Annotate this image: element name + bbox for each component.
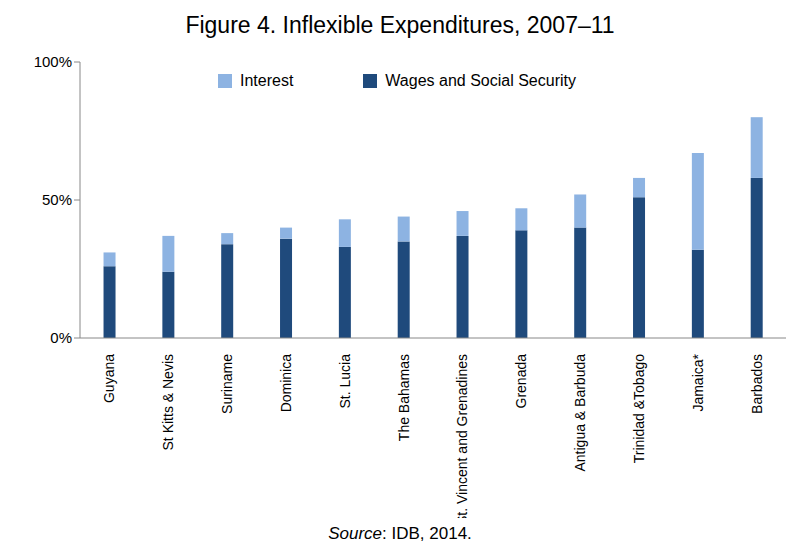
svg-text:Antigua & Barbuda: Antigua & Barbuda	[572, 354, 588, 472]
html-text:Source: IDB, 2014.: Source: IDB, 2014.	[328, 524, 472, 543]
svg-text:Barbados: Barbados	[749, 354, 765, 414]
svg-text:Suriname: Suriname	[219, 354, 235, 414]
svg-text:Grenada: Grenada	[513, 354, 529, 409]
svg-text:Trinidad &Tobago: Trinidad &Tobago	[631, 354, 647, 463]
html-text:Figure 4. Inflexible Expenditu: Figure 4. Inflexible Expenditures, 2007–…	[185, 12, 615, 38]
html-text:Interest: Interest	[240, 72, 294, 89]
svg-text:St Kitts & Nevis: St Kitts & Nevis	[160, 354, 176, 450]
svg-text:0%: 0%	[50, 329, 72, 346]
svg-text:100%: 100%	[34, 53, 72, 70]
svg-text:Jamaica*: Jamaica*	[690, 353, 706, 411]
svg-text:Guyana: Guyana	[101, 354, 117, 403]
svg-text:Dominica: Dominica	[278, 354, 294, 413]
svg-text:St. Vincent and Grenadines: St. Vincent and Grenadines	[454, 354, 470, 518]
svg-text:St. Lucia: St. Lucia	[337, 354, 353, 409]
svg-text:50%: 50%	[42, 191, 72, 208]
svg-text:The Bahamas: The Bahamas	[396, 354, 412, 441]
html-text:Wages and Social Security: Wages and Social Security	[385, 72, 576, 89]
